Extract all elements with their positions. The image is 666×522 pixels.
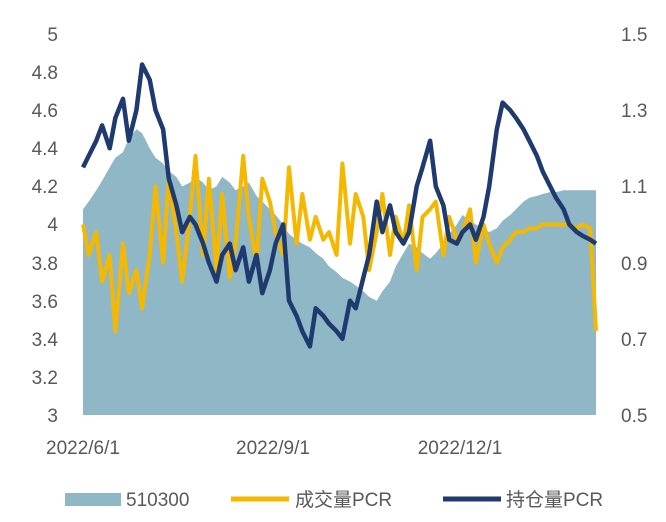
left-tick-5: 5 xyxy=(47,25,58,46)
left-tick-3.6: 3.6 xyxy=(32,292,58,313)
plot-area xyxy=(80,62,598,416)
legend-label-volume-pcr: 成交量PCR xyxy=(295,489,392,511)
left-tick-4.8: 4.8 xyxy=(32,63,58,84)
left-tick-4.2: 4.2 xyxy=(32,177,58,198)
series-volume-pcr-line xyxy=(81,153,598,334)
legend: 510300 成交量PCR 持仓量PCR xyxy=(65,489,603,511)
legend-label-oi-pcr: 持仓量PCR xyxy=(506,489,603,511)
left-tick-3.2: 3.2 xyxy=(32,368,58,389)
x-tick-2022-12-1: 2022/12/1 xyxy=(418,438,503,459)
legend-swatch-510300 xyxy=(65,493,121,506)
right-tick-1.3: 1.3 xyxy=(621,101,647,122)
left-tick-3.4: 3.4 xyxy=(32,330,59,351)
x-tick-2022-9-1: 2022/9/1 xyxy=(236,438,310,459)
right-tick-0.5: 0.5 xyxy=(621,406,647,427)
left-tick-4.4: 4.4 xyxy=(32,139,59,160)
right-tick-0.7: 0.7 xyxy=(621,330,647,351)
series-510300-area xyxy=(83,129,596,416)
right-tick-0.9: 0.9 xyxy=(621,254,647,275)
series-oi-pcr-line xyxy=(80,62,598,349)
left-tick-4: 4 xyxy=(47,215,58,236)
right-tick-1.5: 1.5 xyxy=(621,25,647,46)
x-tick-2022-6-1: 2022/6/1 xyxy=(46,438,120,459)
left-tick-3: 3 xyxy=(47,406,58,427)
left-tick-3.8: 3.8 xyxy=(32,254,58,275)
x-axis-labels: 2022/6/1 2022/9/1 2022/12/1 xyxy=(46,438,502,459)
right-y-axis-labels: 0.5 0.7 0.9 1.1 1.3 1.5 xyxy=(621,25,647,427)
legend-label-510300: 510300 xyxy=(126,490,189,511)
left-y-axis-labels: 3 3.2 3.4 3.6 3.8 4 4.2 4.4 4.6 4.8 5 xyxy=(32,25,59,427)
left-tick-4.6: 4.6 xyxy=(32,101,58,122)
right-tick-1.1: 1.1 xyxy=(621,177,647,198)
